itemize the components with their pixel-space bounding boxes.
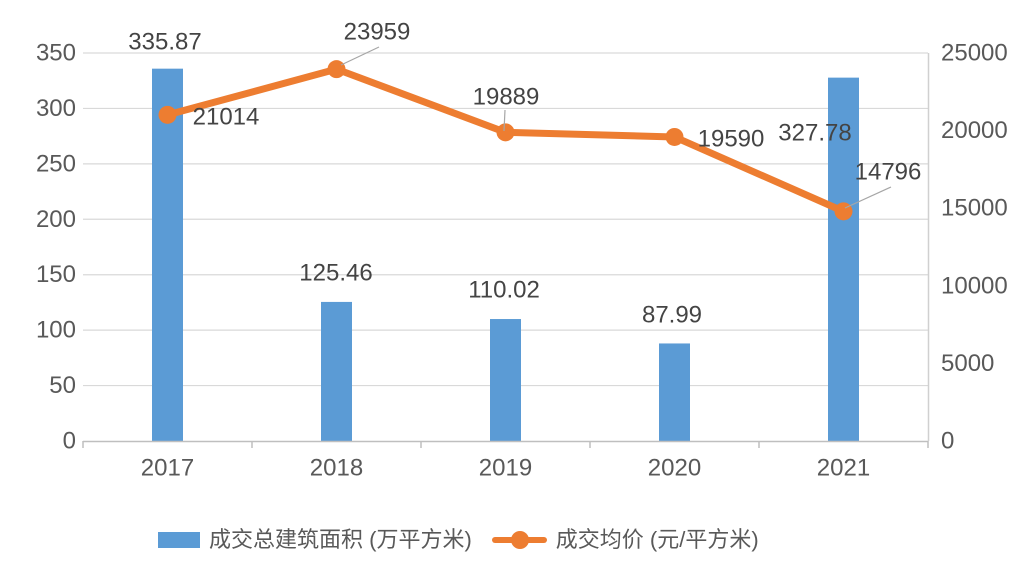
line-label-2021: 14796 [855, 159, 922, 186]
bar-2021 [828, 77, 859, 442]
bar-label-2021: 327.78 [778, 120, 851, 147]
line-label-2019: 19889 [473, 84, 540, 111]
bar-2020 [659, 343, 690, 441]
legend-item-avg-price: 成交均价 (元/平方米) [491, 527, 759, 553]
left-axis-tick-label: 300 [36, 95, 76, 122]
chart-canvas: 335.87 125.46 110.02 87.99 327.78 21014 23959 1… [36, 19, 1008, 482]
line-marker-2020 [665, 127, 684, 146]
line-series-marker-icon [491, 531, 547, 549]
bar-label-2018: 125.46 [299, 260, 372, 287]
left-axis-tick-label: 100 [36, 317, 76, 344]
leader-line [503, 109, 506, 132]
x-tick-label: 2021 [817, 455, 870, 482]
axis-tick-labels: 0 50 100 150 200 250 300 350 0 5000 10000 15000 2000… [36, 40, 1008, 482]
bar-label-2020: 87.99 [642, 302, 702, 329]
line-label-2018: 23959 [344, 19, 411, 46]
gridlines [83, 52, 928, 387]
right-axis-tick-label: 0 [941, 428, 954, 455]
bar-2018 [321, 301, 352, 441]
bar-2017 [152, 68, 183, 441]
line-marker-2017 [158, 105, 177, 124]
bar-label-2019: 110.02 [468, 277, 540, 304]
left-axis-tick-label: 0 [63, 428, 76, 455]
left-axis-tick-label: 50 [49, 372, 76, 399]
left-axis-tick-label: 250 [36, 150, 76, 177]
line-marker-2021 [834, 202, 853, 221]
x-tick-label: 2018 [310, 455, 363, 482]
leader-line [340, 46, 380, 66]
line-marker-2019 [496, 123, 515, 142]
combo-chart: 335.87 125.46 110.02 87.99 327.78 21014 23959 1… [36, 19, 1008, 482]
left-axis-tick-label: 150 [36, 261, 76, 288]
legend-label-floor-area: 成交总建筑面积 (万平方米) [209, 527, 472, 552]
line-label-2020: 19590 [698, 126, 765, 153]
left-axis-tick-label: 350 [36, 40, 76, 67]
legend-label-avg-price: 成交均价 (元/平方米) [555, 527, 759, 552]
x-tick-label: 2019 [479, 455, 532, 482]
right-axis-tick-label: 5000 [941, 350, 994, 377]
right-axis-tick-label: 20000 [941, 117, 1008, 144]
line-marker-2018 [327, 60, 346, 79]
left-axis-tick-label: 200 [36, 206, 76, 233]
right-axis-tick-label: 25000 [941, 40, 1008, 67]
line-label-2017: 21014 [193, 104, 260, 131]
legend: 成交总建筑面积 (万平方米) 成交均价 (元/平方米) [158, 527, 759, 553]
right-axis-tick-label: 10000 [941, 272, 1008, 299]
axis-lines [82, 53, 930, 448]
leader-line [844, 186, 892, 209]
legend-item-floor-area: 成交总建筑面积 (万平方米) [158, 527, 472, 553]
bar-label-2017: 335.87 [128, 29, 201, 56]
x-tick-label: 2020 [648, 455, 701, 482]
bar-series [152, 68, 859, 442]
data-labels: 335.87 125.46 110.02 87.99 327.78 21014 23959 1… [128, 19, 921, 329]
bar-2019 [490, 319, 521, 441]
legend-dot-icon [510, 531, 529, 549]
right-axis-tick-label: 15000 [941, 195, 1008, 222]
bar-series-swatch-icon [158, 532, 200, 548]
x-tick-label: 2017 [141, 455, 194, 482]
label-leader-lines [340, 46, 892, 209]
